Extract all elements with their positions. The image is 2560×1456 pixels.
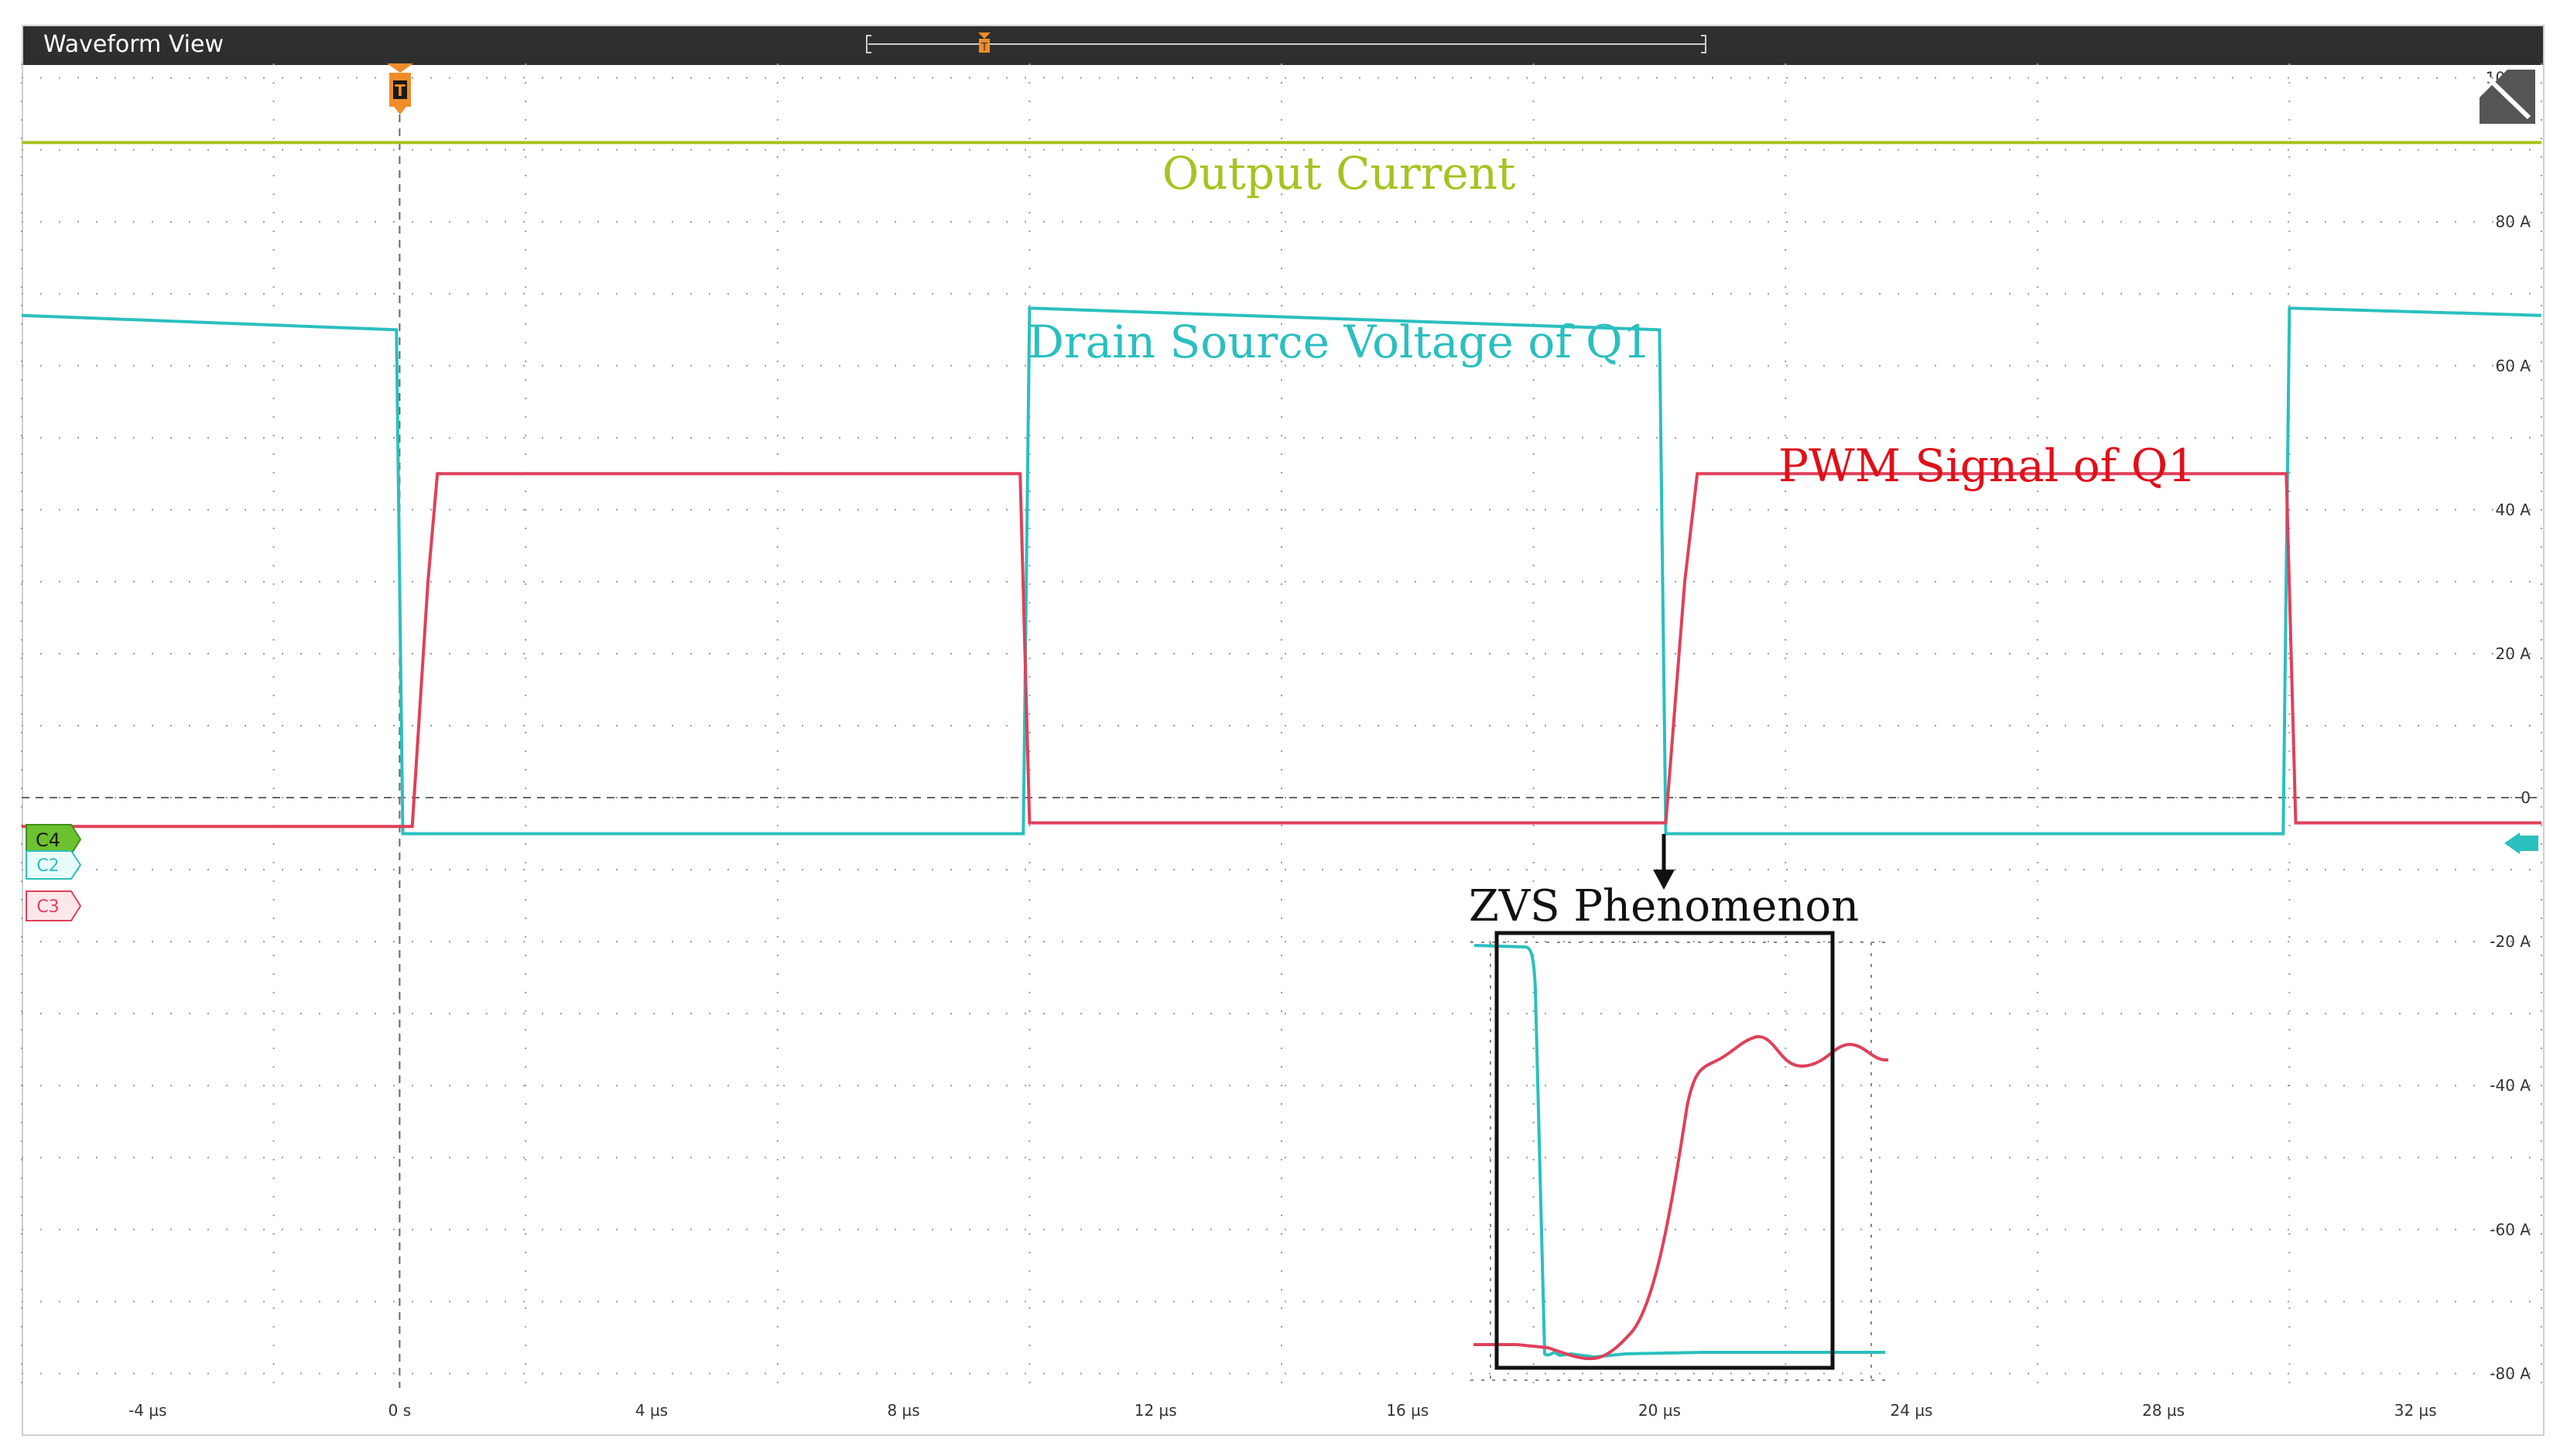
y-tick-label: 0 (2521, 788, 2531, 807)
trigger-marker-label: T (395, 81, 406, 100)
y-tick-label: -60 A (2490, 1220, 2531, 1239)
title-bar: Waveform View T (23, 26, 2543, 65)
corner-zoom-icon[interactable] (2480, 70, 2535, 124)
zvs-inset-drain-source-trace (1473, 944, 1885, 1359)
series-layer (21, 141, 2542, 836)
channel-badge-c4-label: C4 (36, 829, 60, 851)
zoom-overview-bar[interactable]: T (864, 32, 1710, 56)
series-drain-source (21, 306, 2542, 836)
x-tick-label: 16 µs (1386, 1401, 1429, 1420)
zvs-arrow (1653, 834, 1675, 890)
channel-badge-c3-label: C3 (36, 897, 59, 917)
y-tick-label: 60 A (2496, 357, 2531, 375)
waveform-window: Waveform View T (22, 25, 2545, 1436)
svg-text:T: T (981, 42, 987, 53)
annotation-drain-source: Drain Source Voltage of Q1 (1028, 316, 1651, 368)
x-tick-label: 24 µs (1891, 1401, 1933, 1420)
x-tick-label: 32 µs (2394, 1401, 2437, 1420)
zvs-inset-pwm-trace (1473, 1035, 1889, 1361)
y-tick-label: 80 A (2496, 213, 2531, 231)
x-tick-label: 4 µs (635, 1401, 668, 1420)
x-tick-label: 12 µs (1135, 1401, 1177, 1420)
x-tick-label: 0 s (388, 1401, 412, 1420)
x-tick-label: 8 µs (887, 1401, 919, 1420)
x-tick-labels: -4 µs 0 s 4 µs 8 µs 12 µs 16 µs 20 µs 24 µs 28 µ… (128, 1401, 2437, 1420)
channel-badge-c4[interactable]: C4 (26, 824, 82, 855)
zvs-inset (1470, 931, 1889, 1381)
channel-badge-c2-label: C2 (36, 856, 59, 876)
grid (21, 63, 2542, 1388)
y-tick-label: -80 A (2490, 1364, 2531, 1383)
x-tick-label: -4 µs (128, 1401, 166, 1420)
zoom-trigger-icon[interactable]: T (978, 32, 991, 53)
y-tick-label: 20 A (2496, 644, 2531, 663)
x-tick-label: 20 µs (1638, 1401, 1681, 1420)
y-tick-label: 40 A (2496, 501, 2531, 519)
trigger-marker[interactable]: T (387, 63, 413, 114)
window-title: Waveform View (43, 31, 224, 58)
y-tick-label: -40 A (2490, 1076, 2531, 1095)
channel-badge-c3[interactable]: C3 (26, 890, 82, 921)
channel-badge-c2[interactable]: C2 (26, 850, 82, 880)
annotation-output-current: Output Current (1162, 147, 1516, 200)
y-tick-label: -20 A (2490, 932, 2531, 951)
series-pwm (22, 472, 2541, 829)
x-tick-label: 28 µs (2142, 1401, 2185, 1420)
offset-arrow-icon[interactable] (2504, 832, 2538, 854)
zvs-inset-frame (1494, 931, 1835, 1370)
annotation-pwm: PWM Signal of Q1 (1778, 439, 2196, 492)
